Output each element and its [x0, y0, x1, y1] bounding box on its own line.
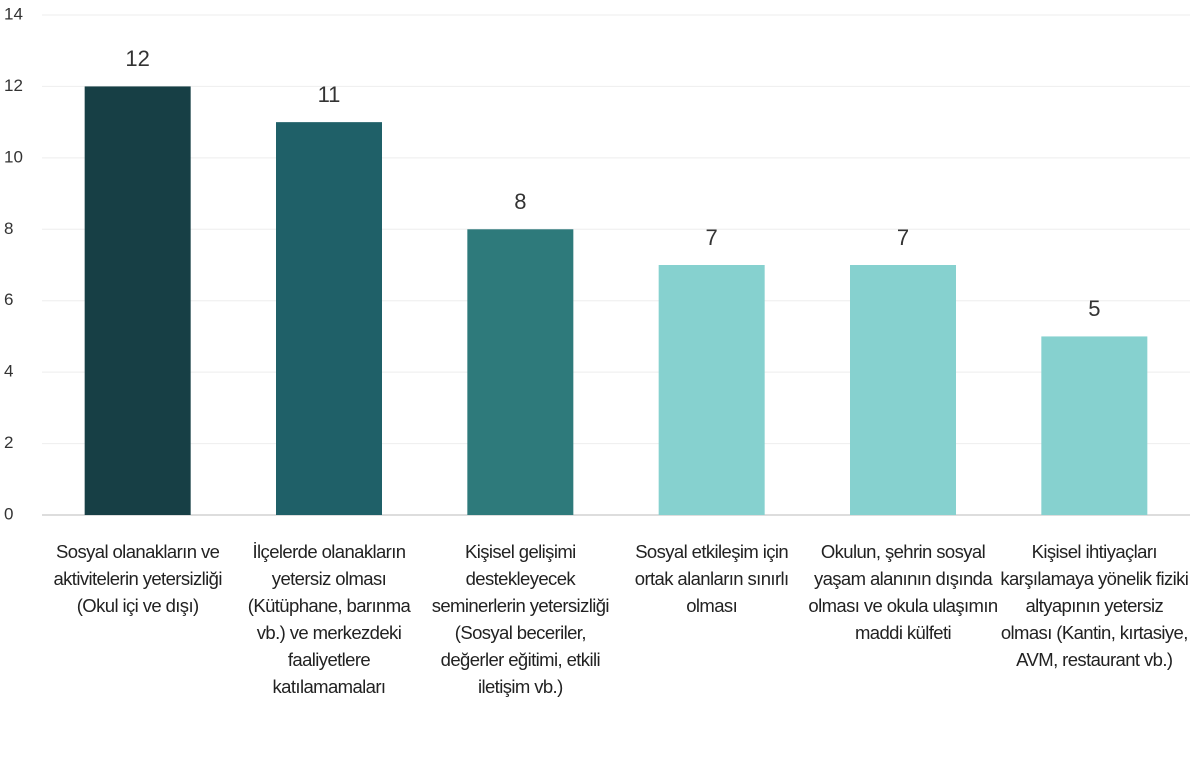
x-tick-label: Kişisel gelişimi destekleyecek seminerle… — [431, 541, 610, 697]
x-tick-label: Kişisel ihtiyaçları karşılamaya yönelik … — [1000, 541, 1189, 670]
data-label: 12 — [125, 46, 149, 71]
bar — [1041, 336, 1148, 515]
data-label: 5 — [1088, 296, 1100, 321]
bar — [850, 265, 956, 515]
bar — [84, 86, 191, 515]
x-tick-label: Sosyal olanakların ve aktivitelerin yete… — [53, 541, 222, 616]
x-tick-label: İlçelerde olanakların yetersiz olması (K… — [247, 541, 411, 697]
y-tick-label: 12 — [4, 76, 23, 95]
data-label: 7 — [897, 225, 909, 250]
y-tick-label: 10 — [4, 147, 23, 166]
y-tick-label: 4 — [4, 362, 13, 381]
data-label: 7 — [706, 225, 718, 250]
y-tick-label: 0 — [4, 504, 13, 523]
y-tick-label: 6 — [4, 290, 13, 309]
bar — [658, 265, 765, 515]
x-tick-label: Sosyal etkileşim için ortak alanların sı… — [634, 541, 789, 616]
x-tick-label: Okulun, şehrin sosyal yaşam alanının dış… — [808, 541, 998, 643]
y-tick-label: 2 — [4, 433, 13, 452]
bar — [276, 122, 382, 516]
data-label: 11 — [318, 82, 341, 107]
y-tick-label: 8 — [4, 219, 13, 238]
y-tick-label: 14 — [4, 4, 23, 23]
data-label: 8 — [514, 189, 526, 214]
bar — [467, 229, 574, 516]
